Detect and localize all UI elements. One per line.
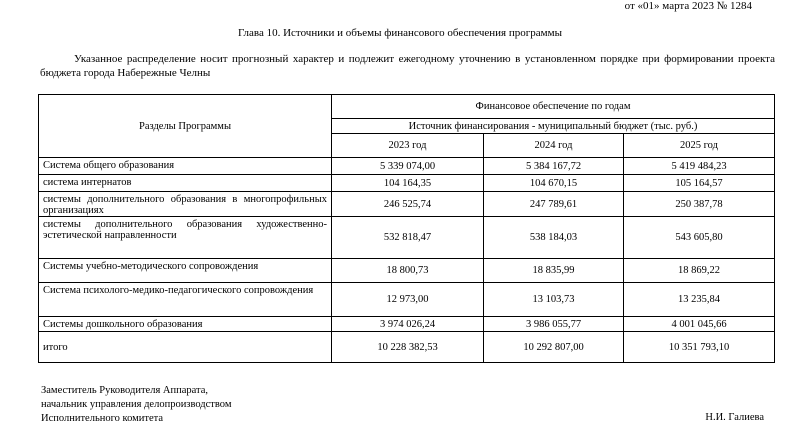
value-cell: 12 973,00 bbox=[331, 282, 484, 317]
row-label: Системы дошкольного образования bbox=[38, 316, 332, 332]
row-label: система интернатов bbox=[38, 174, 332, 192]
value-cell: 10 351 793,10 bbox=[622, 331, 776, 363]
row-label: системы дополнительного образования худо… bbox=[38, 216, 332, 259]
value-cell: 4 001 045,66 bbox=[622, 316, 776, 332]
value-cell: 5 419 484,23 bbox=[622, 157, 776, 175]
footer-line: Заместитель Руководителя Аппарата, bbox=[41, 385, 209, 396]
value-cell: 13 235,84 bbox=[622, 282, 776, 317]
value-cell: 105 164,57 bbox=[622, 174, 776, 192]
value-cell: 18 800,73 bbox=[331, 258, 484, 283]
value-cell: 18 869,22 bbox=[622, 258, 776, 283]
group-header: Финансовое обеспечение по годам bbox=[330, 94, 776, 119]
col-header-section: Разделы Программы bbox=[38, 94, 332, 158]
table-row: Система психолого-медико-педагогического… bbox=[38, 282, 776, 317]
value-cell: 10 292 807,00 bbox=[483, 331, 624, 363]
value-cell: 18 835,99 bbox=[483, 258, 624, 283]
value-cell: 250 387,78 bbox=[622, 191, 776, 217]
year-header: 2024 год bbox=[483, 133, 624, 158]
footer-line: Исполнительного комитета bbox=[41, 413, 164, 424]
value-cell: 13 103,73 bbox=[483, 282, 624, 317]
value-cell: 3 974 026,24 bbox=[331, 316, 484, 332]
value-cell: 246 525,74 bbox=[331, 191, 484, 217]
signatory-title: Заместитель Руководителя Аппарата, начал… bbox=[41, 384, 231, 426]
value-cell: 3 986 055,77 bbox=[483, 316, 624, 332]
row-label: итого bbox=[38, 331, 332, 363]
value-cell: 104 164,35 bbox=[331, 174, 484, 192]
table-row: Системы дошкольного образования 3 974 026… bbox=[38, 316, 776, 332]
chapter-title: Глава 10. Источники и объемы финансового… bbox=[238, 27, 562, 39]
table-row: системы дополнительного образования в мн… bbox=[38, 191, 776, 217]
table-row: итого 10 228 382,53 10 292 807,00 10 351 79… bbox=[38, 331, 776, 363]
row-label: Системы учебно-методического сопровожден… bbox=[38, 258, 332, 283]
table-row: Системы учебно-методического сопровожден… bbox=[38, 258, 776, 283]
row-label: системы дополнительного образования в мн… bbox=[38, 191, 332, 217]
year-header: 2023 год bbox=[331, 133, 484, 158]
footer-line: начальник управления делопроизводством bbox=[41, 399, 232, 410]
value-cell: 104 670,15 bbox=[483, 174, 624, 192]
table-row: системы дополнительного образования худо… bbox=[38, 216, 776, 259]
value-cell: 538 184,03 bbox=[483, 216, 624, 259]
table-row: Система общего образования 5 339 074,00 5 … bbox=[38, 157, 776, 175]
row-label: Система психолого-медико-педагогического… bbox=[38, 282, 332, 317]
intro-paragraph: Указанное распределение носит прогнозный… bbox=[40, 53, 775, 79]
value-cell: 247 789,61 bbox=[483, 191, 624, 217]
year-header: 2025 год bbox=[622, 133, 776, 158]
value-cell: 5 339 074,00 bbox=[331, 157, 484, 175]
signatory-name: Н.И. Галиева bbox=[705, 412, 764, 423]
row-label: Система общего образования bbox=[38, 157, 332, 175]
value-cell: 543 605,80 bbox=[622, 216, 776, 259]
source-header: Источник финансирования - муниципальный … bbox=[330, 118, 776, 134]
value-cell: 10 228 382,53 bbox=[331, 331, 484, 363]
table-row: система интернатов 104 164,35 104 670,15 10… bbox=[38, 174, 776, 192]
financing-table: Разделы Программы Финансовое обеспечение … bbox=[38, 94, 776, 363]
value-cell: 532 818,47 bbox=[331, 216, 484, 259]
order-reference: от «01» марта 2023 № 1284 bbox=[624, 0, 752, 12]
value-cell: 5 384 167,72 bbox=[483, 157, 624, 175]
